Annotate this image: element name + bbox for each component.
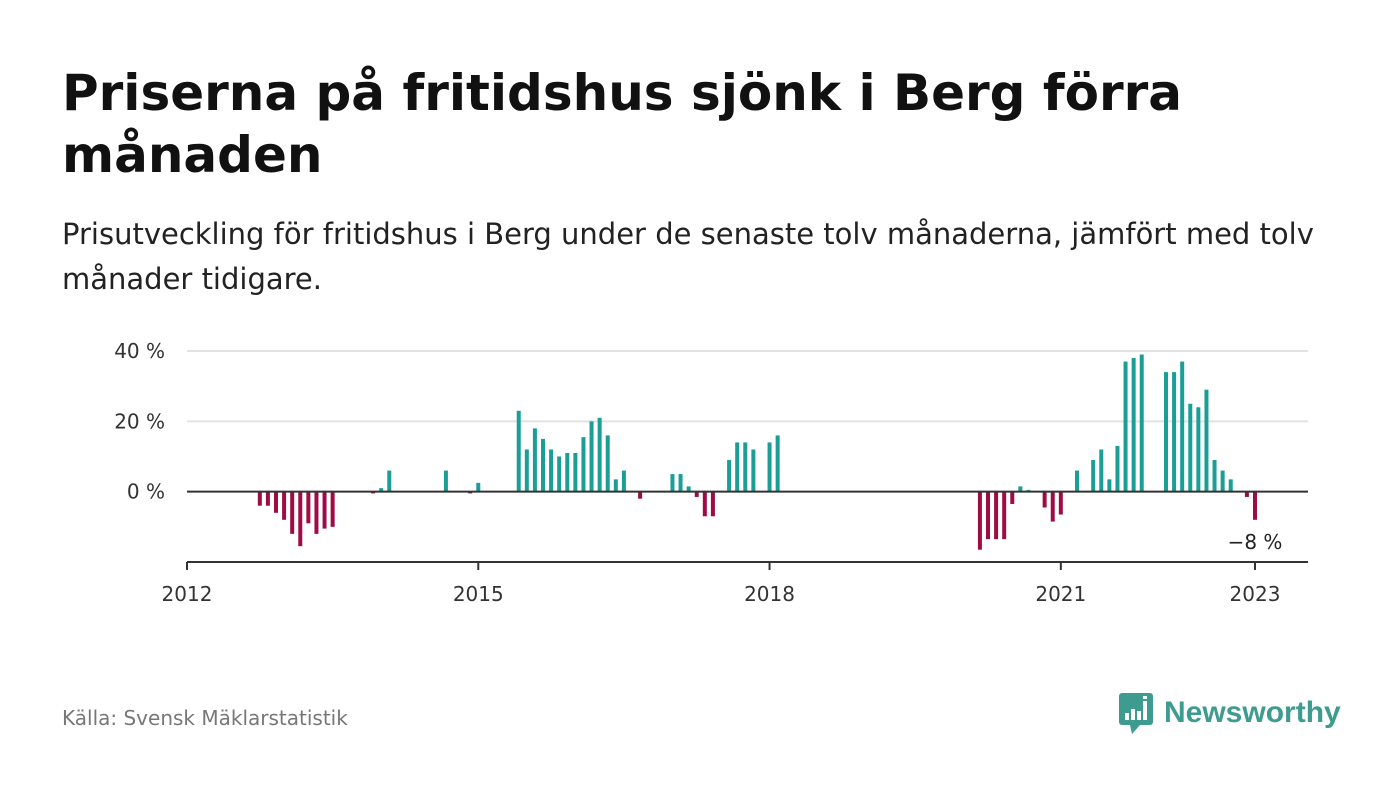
bar-2012-12 [274,491,278,513]
bar-2017-03 [686,486,691,492]
bar-2017-02 [678,474,683,492]
bar-2022-04 [1180,361,1185,492]
bar-2016-03 [589,421,594,492]
bar-2017-09 [735,442,740,492]
chart-title: Priserna på fritidshus sjönk i Berg förr… [62,64,1183,184]
newsworthy-logo[interactable]: Newsworthy [1118,690,1341,736]
bar-2017-05 [702,491,707,517]
labels: 40 % 20 % 0 % 2012 2015 2018 2021 2023 −8 % [114,339,1282,606]
bar-2022-06 [1196,407,1201,492]
bar-2015-07 [524,449,529,492]
bar-2020-03 [977,491,982,550]
bars [257,354,1257,550]
bar-2016-09 [638,491,643,499]
bar-2013-06 [322,491,327,529]
bar-2021-07 [1107,479,1112,492]
gridlines [187,350,1308,423]
source-note: Källa: Svensk Mäklarstatistik [62,706,348,730]
bar-2023-01 [1253,491,1257,520]
bar-2016-02 [581,437,586,492]
bar-2020-05 [994,491,999,540]
bar-2014-09 [443,470,448,492]
axes [186,490,1308,570]
bar-2022-02 [1164,372,1168,492]
y-tick-label: 20 % [114,409,165,433]
bar-2015-01 [476,482,481,492]
bar-2015-11 [557,456,562,492]
bar-2018-01 [767,442,772,492]
bar-2013-03 [298,491,303,547]
bar-2022-07 [1204,389,1209,492]
bar-2016-04 [597,417,602,492]
bar-2020-07 [1010,491,1015,504]
bar-2013-07 [330,491,335,527]
bar-2021-05 [1091,460,1096,492]
bar-2022-05 [1188,403,1193,492]
bar-2017-06 [710,491,715,517]
bar-2021-08 [1115,445,1120,492]
bar-2020-11 [1042,491,1047,508]
bar-2014-01 [379,488,384,492]
bar-2021-11 [1139,354,1144,492]
y-tick-label: 0 % [127,480,165,504]
chart-subtitle: Prisutveckling för fritidshus i Berg und… [62,217,1314,296]
bar-2017-10 [743,442,748,492]
bar-2017-04 [694,491,699,497]
bar-2013-01 [282,491,287,520]
bar-2021-06 [1099,449,1104,492]
y-tick-label: 40 % [114,339,165,363]
x-tick-label: 2018 [744,582,795,606]
bar-2013-05 [314,491,319,534]
bar-2012-11 [265,491,270,506]
bar-2015-09 [541,438,545,492]
bar-2021-09 [1123,361,1128,492]
bar-2016-05 [605,435,610,492]
bar-2021-01 [1058,491,1063,515]
bar-2017-08 [727,460,732,492]
bar-2022-09 [1220,470,1225,492]
bar-2016-07 [621,470,626,492]
x-tick-label: 2021 [1035,582,1086,606]
bar-2020-12 [1050,491,1055,522]
x-tick-label: 2015 [453,582,504,606]
bar-2015-06 [516,410,521,492]
bar-2021-03 [1075,470,1079,492]
bar-2013-04 [306,491,311,524]
bar-2016-06 [613,479,618,492]
bar-2022-03 [1172,372,1177,492]
last-value-label: −8 % [1228,530,1283,554]
x-tick-label: 2023 [1230,582,1281,606]
bar-2016-01 [573,452,578,492]
bar-2018-02 [775,435,780,492]
bar-2017-11 [751,449,756,492]
bar-2013-02 [290,491,295,534]
bar-2022-12 [1244,491,1249,497]
newsworthy-chart-bubble-icon [1119,693,1153,734]
bar-2020-08 [1018,486,1023,492]
bar-2012-10 [257,491,262,506]
bar-2017-01 [670,474,675,492]
bar-2015-08 [532,428,537,492]
brand-name: Newsworthy [1164,696,1341,729]
bar-2014-02 [387,470,392,492]
bar-2022-08 [1212,460,1217,492]
bar-chart: 40 % 20 % 0 % 2012 2015 2018 2021 2023 −8 % [114,339,1308,606]
bar-2020-04 [986,491,990,540]
x-tick-label: 2012 [162,582,213,606]
bar-2015-10 [549,449,554,492]
bar-2021-10 [1131,358,1136,492]
bar-2020-06 [1002,491,1007,540]
bar-2015-12 [565,452,570,492]
bar-2022-10 [1228,479,1233,492]
